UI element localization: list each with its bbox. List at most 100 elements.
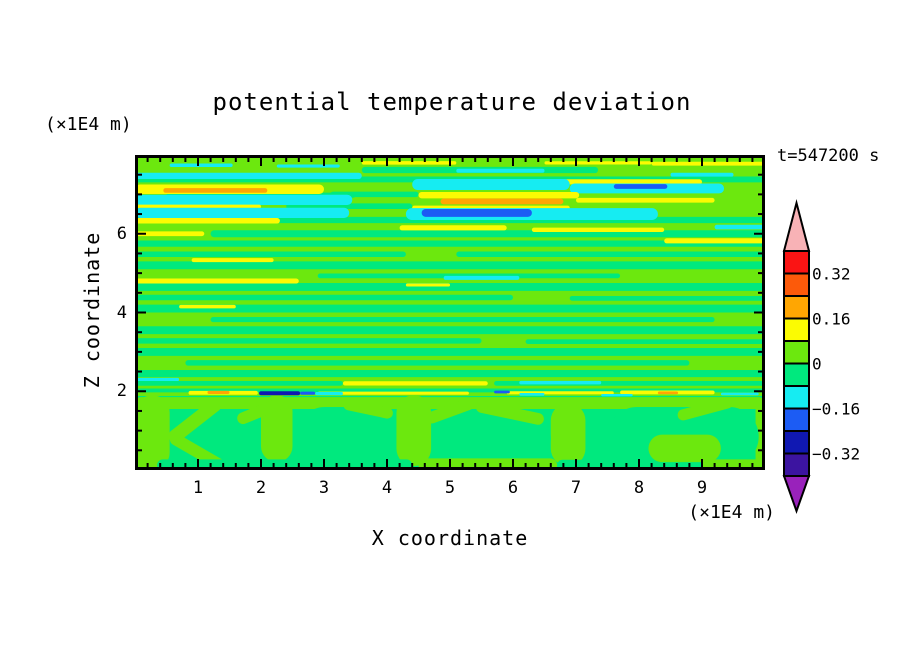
contour-feature <box>613 184 668 189</box>
colorbar-labels: 0.32 0.16 0 −0.16 −0.32 <box>812 198 902 518</box>
colorbar-label: −0.32 <box>812 444 861 463</box>
contour-feature <box>412 179 570 191</box>
z-axis-tick-labels: 2 4 6 <box>97 155 127 470</box>
colorbar-label: −0.16 <box>812 399 861 418</box>
contour-feature <box>135 204 261 209</box>
convective-blob <box>648 434 721 463</box>
colorbar-under-arrow <box>782 475 811 514</box>
convective-blob <box>446 415 551 462</box>
contour-feature <box>135 377 180 382</box>
contour-feature <box>315 392 343 396</box>
contour-feature <box>664 238 765 244</box>
contour-feature <box>317 391 469 395</box>
plot-border <box>135 155 765 470</box>
contour-feature <box>601 394 633 397</box>
colorbar-segment <box>783 452 810 477</box>
contour-stripe <box>135 338 482 344</box>
contour-stripe <box>135 240 765 247</box>
contour-feature <box>135 194 353 206</box>
colorbar-segment <box>783 250 810 275</box>
x-axis-tick-labels: 1 2 3 4 5 6 7 8 9 <box>135 478 765 500</box>
contour-stripe <box>135 294 513 301</box>
contour-feature <box>179 304 236 309</box>
colorbar-label: 0.16 <box>812 309 851 328</box>
convective-blob <box>677 397 733 421</box>
contour-feature <box>135 218 280 224</box>
convective-blob <box>425 398 475 424</box>
colorbar-segment <box>783 407 810 432</box>
z-tick-label: 6 <box>116 223 127 244</box>
contour-feature <box>670 172 734 177</box>
x-tick-label: 1 <box>192 478 204 498</box>
colorbar-segment <box>783 295 810 320</box>
z-tick-label: 2 <box>116 381 127 402</box>
contour-stripe <box>456 251 765 257</box>
contour-feature <box>135 207 350 218</box>
convective-blob <box>135 395 170 470</box>
contour-stripe <box>210 230 765 238</box>
contour-plot <box>135 155 765 470</box>
contour-feature <box>135 172 362 180</box>
contour-stripe <box>135 251 406 257</box>
colorbar-segment <box>783 340 810 365</box>
contour-stripe <box>135 347 765 356</box>
colorbar-segment <box>783 430 810 455</box>
convective-blob <box>343 399 393 419</box>
contour-feature <box>405 283 450 287</box>
convective-blob <box>475 401 544 425</box>
contour-feature <box>342 381 488 386</box>
contour-stripe <box>569 295 765 301</box>
z-axis-unit-label: (×1E4 m) <box>45 114 132 135</box>
contour-feature <box>519 393 545 396</box>
contour-feature <box>399 225 507 231</box>
plot-title: potential temperature deviation <box>212 88 692 116</box>
contour-feature <box>191 258 274 263</box>
contour-stripe <box>135 304 765 313</box>
convective-blob <box>168 398 222 443</box>
contour-feature <box>361 161 457 165</box>
contour-feature <box>714 224 765 230</box>
contour-feature <box>163 188 268 193</box>
contour-feature <box>276 164 340 168</box>
convective-blob <box>550 403 586 467</box>
colorbar-segment <box>783 272 810 297</box>
contour-feature <box>494 390 510 394</box>
z-tick-label: 4 <box>116 302 127 323</box>
time-label: t=547200 s <box>777 146 880 166</box>
contour-feature <box>651 161 765 166</box>
contour-stripe <box>135 282 765 291</box>
colorbar-segment <box>783 362 810 387</box>
contour-field <box>135 155 765 470</box>
x-axis-title: X coordinate <box>371 526 529 550</box>
contour-feature <box>421 208 532 217</box>
x-tick-label: 7 <box>570 478 582 498</box>
contour-feature <box>519 380 602 385</box>
convective-blob <box>135 397 765 409</box>
x-tick-label: 6 <box>507 478 519 498</box>
contour-stripe <box>525 339 765 344</box>
colorbar-label: 0.32 <box>812 264 851 283</box>
x-tick-label: 4 <box>381 478 393 498</box>
convective-blob <box>396 395 432 467</box>
contour-feature <box>440 198 564 205</box>
contour-feature <box>418 192 580 199</box>
contour-feature <box>443 275 520 280</box>
contour-feature <box>259 391 301 396</box>
z-axis-title: Z coordinate <box>80 231 104 389</box>
contour-feature <box>169 163 233 168</box>
contour-stripe <box>185 360 690 366</box>
contour-feature <box>576 197 715 203</box>
x-tick-label: 3 <box>318 478 330 498</box>
colorbar-over-arrow <box>782 199 811 252</box>
x-tick-label: 2 <box>255 478 267 498</box>
contour-feature <box>544 161 652 165</box>
contour-feature <box>135 278 299 284</box>
contour-stripe <box>210 317 715 323</box>
contour-stripe <box>135 381 343 386</box>
x-tick-label: 5 <box>444 478 456 498</box>
colorbar <box>782 199 811 514</box>
colorbar-segment <box>783 385 810 410</box>
convective-blob <box>135 452 156 470</box>
contour-feature <box>531 227 665 232</box>
